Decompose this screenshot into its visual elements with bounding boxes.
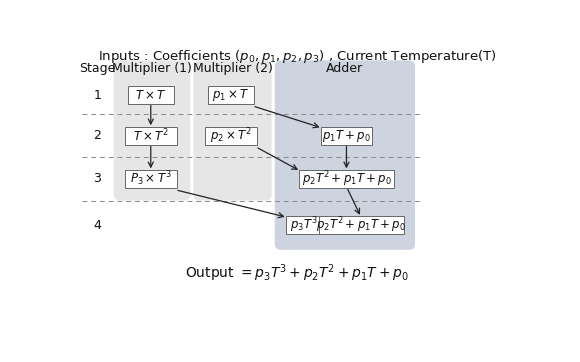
FancyBboxPatch shape bbox=[299, 170, 394, 188]
Text: $T \times T^2$: $T \times T^2$ bbox=[133, 127, 169, 144]
FancyBboxPatch shape bbox=[286, 216, 322, 235]
FancyBboxPatch shape bbox=[208, 86, 254, 104]
FancyBboxPatch shape bbox=[275, 60, 415, 250]
Text: $T \times T$: $T \times T$ bbox=[135, 89, 166, 101]
FancyBboxPatch shape bbox=[128, 86, 173, 104]
Text: 1: 1 bbox=[93, 89, 101, 101]
Text: $P_3 \times T^3$: $P_3 \times T^3$ bbox=[130, 170, 172, 188]
Text: 2: 2 bbox=[93, 129, 101, 142]
FancyBboxPatch shape bbox=[205, 127, 257, 145]
Text: Adder: Adder bbox=[327, 62, 364, 75]
Text: Output $=p_3T^3 + p_2T^2 + p_1T + p_0$: Output $=p_3T^3 + p_2T^2 + p_1T + p_0$ bbox=[186, 263, 409, 285]
FancyBboxPatch shape bbox=[125, 127, 177, 145]
Text: 3: 3 bbox=[93, 172, 101, 185]
Text: Multiplier (2): Multiplier (2) bbox=[193, 62, 273, 75]
FancyBboxPatch shape bbox=[318, 216, 404, 235]
FancyBboxPatch shape bbox=[114, 60, 190, 201]
Text: $p_2 \times T^2$: $p_2 \times T^2$ bbox=[210, 126, 252, 146]
FancyBboxPatch shape bbox=[321, 127, 372, 145]
Text: Stage: Stage bbox=[79, 62, 115, 75]
Text: $p_1T + p_0$: $p_1T + p_0$ bbox=[322, 128, 371, 144]
Text: $p_2T^2 + p_1T + p_0$: $p_2T^2 + p_1T + p_0$ bbox=[302, 169, 392, 189]
FancyBboxPatch shape bbox=[125, 170, 177, 188]
Text: $p_1 \times T$: $p_1 \times T$ bbox=[212, 87, 250, 103]
Text: $p_2T^2 + p_1T + p_0$: $p_2T^2 + p_1T + p_0$ bbox=[316, 215, 406, 235]
Text: $p_3T^3$: $p_3T^3$ bbox=[290, 215, 318, 235]
FancyBboxPatch shape bbox=[193, 60, 271, 201]
Text: Inputs : Coefficients $(p_0,p_1,p_2,p_3)$ , Current Temperature(T): Inputs : Coefficients $(p_0,p_1,p_2,p_3)… bbox=[98, 48, 496, 65]
Text: Multiplier (1): Multiplier (1) bbox=[113, 62, 192, 75]
Text: 4: 4 bbox=[93, 219, 101, 232]
